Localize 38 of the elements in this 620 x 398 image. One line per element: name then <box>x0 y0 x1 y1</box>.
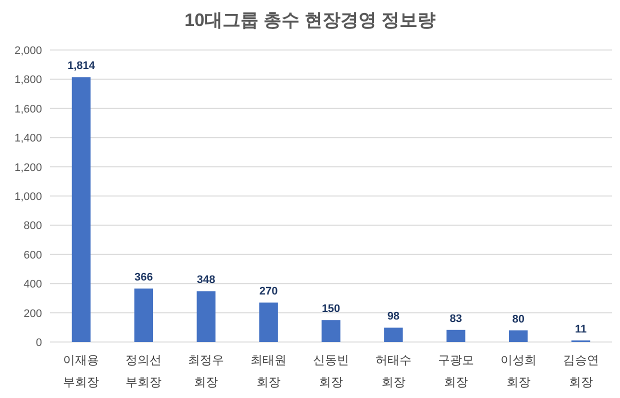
x-tick-label: 신동빈 회장 <box>313 353 349 389</box>
data-label: 1,814 <box>67 60 96 72</box>
x-tick-label: 이성희 회장 <box>500 353 536 389</box>
chart-title: 10대그룹 총수 현장경영 정보량 <box>184 10 436 30</box>
data-label: 83 <box>450 312 462 325</box>
bar <box>259 302 278 342</box>
bar <box>322 320 340 342</box>
y-tick-label: 2,000 <box>14 45 42 57</box>
y-tick-label: 1,400 <box>14 132 42 145</box>
bar <box>446 330 466 342</box>
y-tick-label: 400 <box>24 278 42 291</box>
x-tick-label: 허태수 회장 <box>375 353 412 389</box>
data-label: 150 <box>322 303 340 316</box>
data-label: 98 <box>387 310 400 323</box>
data-label: 270 <box>259 286 278 298</box>
x-tick-label: 최태원 회장 <box>250 353 287 389</box>
data-label: 11 <box>574 323 587 336</box>
data-label: 348 <box>196 274 216 286</box>
x-tick-label: 이재용 부회장 <box>63 353 100 389</box>
y-tick-label: 0 <box>36 337 42 349</box>
y-tick-label: 200 <box>24 308 42 320</box>
y-tick-label: 1,000 <box>14 191 42 203</box>
data-label: 366 <box>134 272 153 284</box>
bar <box>196 291 216 342</box>
x-tick-label: 구광모 회장 <box>438 353 474 389</box>
bar <box>134 288 154 342</box>
bar <box>72 77 91 342</box>
y-tick-label: 1,200 <box>14 162 42 174</box>
x-tick-label: 최정우 회장 <box>188 353 224 389</box>
y-tick-label: 600 <box>24 249 42 262</box>
bar <box>508 330 528 342</box>
x-tick-label: 정의선 부회장 <box>126 353 162 389</box>
y-tick-label: 800 <box>24 220 42 232</box>
x-tick-label: 김승연 회장 <box>562 353 599 389</box>
y-tick-label: 1,800 <box>14 74 42 86</box>
bar <box>384 328 403 342</box>
y-tick-label: 1,600 <box>14 103 42 116</box>
data-label: 80 <box>512 313 524 326</box>
